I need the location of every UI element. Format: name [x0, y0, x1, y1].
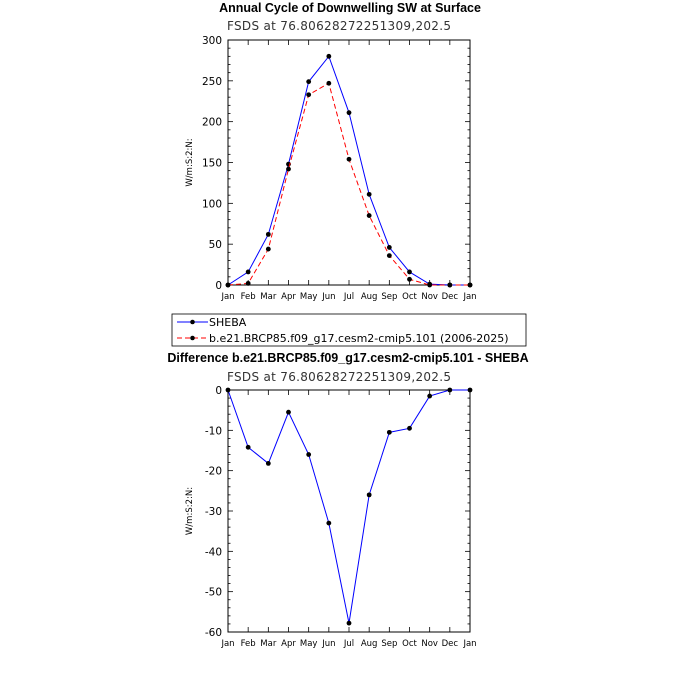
chart1-ytick-label: 100: [202, 198, 222, 210]
chart2-xtick-label: Sep: [381, 639, 397, 649]
chart1-xtick-label: Mar: [260, 292, 277, 302]
chart1-ytick-label: 250: [202, 76, 222, 88]
chart1-ytick-label: 50: [209, 239, 222, 251]
chart2-xtick-label: Aug: [361, 639, 378, 649]
chart1-series-1-point: [346, 156, 352, 162]
legend-box: [171, 313, 527, 347]
chart2-series-0-point: [265, 461, 271, 466]
chart1-frame: [227, 39, 471, 286]
chart1-ytick-label: 200: [202, 117, 222, 129]
chart2-series-0-point: [467, 387, 473, 393]
chart2-series-0-point: [326, 520, 332, 526]
chart1-series-1-point: [447, 282, 453, 288]
chart2-ytick-label: -60: [205, 627, 222, 639]
chart2-ytick-label: -30: [205, 506, 222, 518]
chart1-xtick-label: May: [300, 292, 318, 302]
chart1-ytick-label: 0: [215, 280, 222, 292]
chart2-xtick-label: Apr: [281, 639, 296, 649]
chart1-series-1-point: [407, 276, 412, 282]
chart1-series-1-point: [245, 280, 251, 286]
legend-model-label: b.e21.BRCP85.f09_g17.cesm2-cmip5.101 (20…: [209, 332, 509, 345]
chart1-series-1-point: [265, 246, 271, 252]
chart1-xtick-label: Sep: [381, 292, 397, 302]
chart1-series-1-point: [467, 282, 473, 288]
chart1-ylabel: W/m:S:2:N:: [185, 138, 195, 186]
chart2-frame: [227, 389, 471, 633]
chart2-ytick-label: -20: [205, 466, 222, 478]
chart2-series-0-point: [386, 429, 392, 435]
chart2-series-0-point: [427, 393, 433, 399]
chart1-series-0-line: [227, 55, 470, 286]
chart2-ytick-label: -50: [205, 587, 222, 599]
chart1-xtick-label: Jan: [220, 292, 234, 302]
legend-sheba-label: SHEBA: [209, 316, 247, 329]
chart1-series-0-point: [386, 245, 392, 250]
chart2-title: Difference b.e21.BRCP85.f09_g17.cesm2-cm…: [167, 351, 528, 365]
chart1-series-0-point: [346, 110, 352, 116]
chart1-xtick-label: Jun: [321, 292, 335, 302]
chart2-series-0-point: [346, 620, 352, 626]
legend: SHEBA b.e21.BRCP85.f09_g17.cesm2-cmip5.1…: [171, 313, 527, 347]
chart1-title: Annual Cycle of Downwelling SW at Surfac…: [219, 1, 481, 15]
chart1-series-1-point: [326, 80, 332, 86]
chart1-series-0-point: [265, 231, 271, 237]
chart1-xtick-label: Aug: [361, 292, 378, 302]
chart2-xtick-label: Jun: [321, 639, 335, 649]
chart1-series-1-point: [306, 92, 312, 98]
legend-sheba-marker: [190, 319, 195, 325]
chart1-series-1-point: [225, 282, 231, 288]
chart2-series-0-point: [447, 387, 453, 393]
chart2-xtick-label: Jul: [343, 639, 354, 649]
chart1-series-0-point: [326, 53, 332, 59]
chart1-xtick-label: Nov: [421, 292, 438, 302]
chart1-xtick-label: Jul: [343, 292, 354, 302]
chart1-series-1-point: [286, 166, 291, 172]
chart1-xtick-label: Feb: [241, 292, 256, 302]
chart1-xtick-label: Oct: [402, 292, 417, 302]
chart1-series-1-point: [366, 213, 372, 218]
chart2-subtitle: FSDS at 76.80628272251309,202.5: [227, 370, 451, 384]
chart1-plot: 0 50 100 150 200 250 300 Jan Feb Mar Apr May Jun Jul A…: [185, 35, 477, 302]
chart2-ytick-label: -40: [205, 546, 222, 558]
chart1-series-0-point: [306, 79, 312, 85]
chart2-series-0-point: [245, 444, 251, 450]
chart1-ytick-label: 300: [202, 35, 222, 47]
chart1-series-1-point: [386, 253, 392, 258]
chart2-series-0-point: [366, 492, 372, 498]
chart1-subtitle: FSDS at 76.80628272251309,202.5: [227, 19, 451, 33]
chart2-series-0-point: [225, 387, 231, 393]
chart2-xtick-label: Dec: [442, 639, 459, 649]
chart2-xtick-label: Nov: [421, 639, 438, 649]
chart2-xtick-label: May: [300, 639, 318, 649]
chart2-series-0-point: [407, 425, 412, 431]
chart1-series-0-point: [407, 269, 412, 275]
chart1-series-0-point: [366, 191, 372, 197]
chart2-ytick-label: 0: [215, 385, 222, 397]
chart2-xtick-label: Jan: [220, 639, 234, 649]
chart2-xtick-label: Oct: [402, 639, 417, 649]
chart1-series-0-point: [245, 269, 251, 275]
chart1-series-1-point: [427, 282, 433, 288]
chart1-xtick-label: Dec: [442, 292, 459, 302]
legend-model-marker: [190, 335, 195, 341]
chart2-series-0-point: [306, 452, 312, 457]
chart2-xtick-label: Mar: [260, 639, 277, 649]
chart2-series-0-point: [286, 409, 291, 415]
chart2-xtick-label: Jan: [462, 639, 476, 649]
chart2-xtick-label: Feb: [241, 639, 256, 649]
chart1-ytick-label: 150: [202, 158, 222, 170]
chart2-series-0-line: [227, 389, 470, 624]
chart2-ylabel: W/m:S:2:N:: [185, 487, 195, 535]
chart2-ytick-label: -10: [205, 425, 222, 437]
chart1-xtick-label: Jan: [462, 292, 476, 302]
chart2-plot: -60 -50 -40 -30 -20 -10 0 Jan Feb Mar Apr May Jun Jul…: [185, 385, 477, 649]
chart1-xtick-label: Apr: [281, 292, 296, 302]
